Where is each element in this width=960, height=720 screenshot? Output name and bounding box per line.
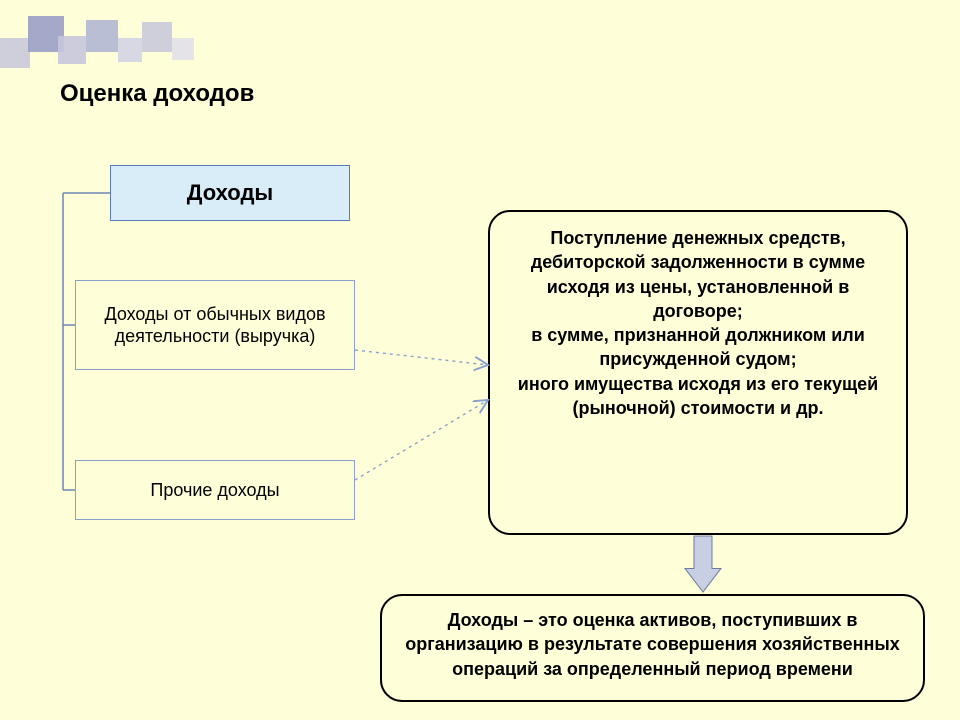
node-income-header-label: Доходы [187, 179, 273, 207]
node-operating-income: Доходы от обычных видов деятельности (вы… [75, 280, 355, 370]
node-other-income-label: Прочие доходы [150, 479, 279, 502]
page-title: Оценка доходов [60, 80, 254, 108]
callout-description-text: Поступление денежных средств, дебиторско… [518, 228, 878, 418]
definition-text: Доходы – это оценка активов, поступивших… [405, 610, 900, 679]
node-other-income: Прочие доходы [75, 460, 355, 520]
definition-box: Доходы – это оценка активов, поступивших… [380, 594, 925, 702]
node-operating-income-label: Доходы от обычных видов деятельности (вы… [76, 303, 354, 348]
corner-decoration [0, 8, 210, 63]
callout-description: Поступление денежных средств, дебиторско… [488, 210, 908, 535]
node-income-header: Доходы [110, 165, 350, 221]
